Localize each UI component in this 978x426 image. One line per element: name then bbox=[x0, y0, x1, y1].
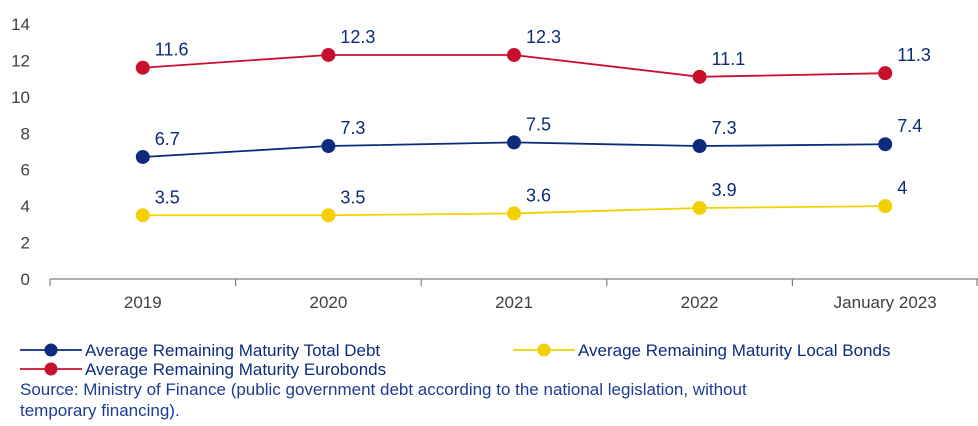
y-tick-label: 10 bbox=[11, 88, 30, 107]
data-point bbox=[135, 60, 150, 75]
data-label: 3.5 bbox=[155, 187, 180, 207]
x-tick-label: 2022 bbox=[681, 293, 719, 312]
data-point bbox=[321, 47, 336, 62]
y-tick-label: 2 bbox=[21, 234, 30, 253]
data-point bbox=[135, 149, 150, 164]
data-point bbox=[692, 69, 707, 84]
data-point bbox=[878, 199, 893, 214]
series-layer: 6.7 7.3 7.5 7.3 7.4 3.5 3.5 3.6 3.9 4 11.6 12.3 12.3… bbox=[135, 27, 931, 223]
y-tick-label: 14 bbox=[11, 15, 30, 34]
y-tick-label: 0 bbox=[21, 270, 30, 289]
data-label: 12.3 bbox=[526, 27, 561, 47]
series-3: 11.6 12.3 12.3 11.1 11.3 bbox=[135, 27, 931, 84]
legend-item: Average Remaining Maturity Local Bonds bbox=[513, 341, 890, 360]
data-point bbox=[692, 200, 707, 215]
data-label: 3.5 bbox=[340, 187, 365, 207]
data-label: 4 bbox=[897, 178, 907, 198]
legend-label: Average Remaining Maturity Total Debt bbox=[85, 341, 380, 360]
y-tick-label: 6 bbox=[21, 161, 30, 180]
data-label: 3.9 bbox=[712, 180, 737, 200]
legend: Average Remaining Maturity Total Debt Ave… bbox=[20, 341, 890, 379]
legend-label: Average Remaining Maturity Local Bonds bbox=[578, 341, 890, 360]
legend-item: Average Remaining Maturity Total Debt bbox=[20, 341, 380, 360]
legend-item: Average Remaining Maturity Eurobonds bbox=[20, 360, 386, 379]
source-line: Source: Ministry of Finance (public gove… bbox=[20, 380, 747, 399]
data-label: 7.5 bbox=[526, 114, 551, 134]
data-point bbox=[692, 139, 707, 154]
y-axis-ticks: 0 2 4 6 8 10 12 14 bbox=[11, 15, 30, 289]
x-axis-ticks: 2019 2020 2021 2022 January 2023 bbox=[49, 279, 978, 312]
x-tick-label: 2019 bbox=[124, 293, 162, 312]
y-tick-label: 12 bbox=[11, 51, 30, 70]
data-label: 3.6 bbox=[526, 185, 551, 205]
legend-marker bbox=[537, 343, 551, 357]
data-label: 12.3 bbox=[340, 27, 375, 47]
data-label: 11.3 bbox=[897, 45, 931, 65]
data-point bbox=[507, 47, 521, 62]
data-point bbox=[321, 139, 336, 154]
y-tick-label: 4 bbox=[21, 197, 30, 216]
legend-label: Average Remaining Maturity Eurobonds bbox=[85, 360, 386, 379]
y-tick-label: 8 bbox=[21, 124, 30, 143]
data-point bbox=[507, 206, 521, 221]
data-point bbox=[878, 137, 893, 152]
data-label: 7.4 bbox=[897, 116, 922, 136]
data-point bbox=[321, 208, 336, 223]
source-note: Source: Ministry of Finance (public gove… bbox=[20, 380, 747, 420]
x-tick-label: 2020 bbox=[309, 293, 347, 312]
data-label: 7.3 bbox=[712, 118, 737, 138]
x-tick-label: 2021 bbox=[495, 293, 533, 312]
legend-marker bbox=[44, 343, 58, 357]
x-tick-label: January 2023 bbox=[834, 293, 937, 312]
data-label: 11.1 bbox=[712, 49, 746, 69]
data-label: 7.3 bbox=[340, 118, 365, 138]
data-point bbox=[878, 66, 893, 81]
data-label: 6.7 bbox=[155, 129, 180, 149]
source-line: temporary financing). bbox=[20, 401, 180, 420]
series-2: 3.5 3.5 3.6 3.9 4 bbox=[135, 178, 907, 223]
data-point bbox=[507, 135, 521, 150]
data-label: 11.6 bbox=[155, 40, 189, 60]
series-1: 6.7 7.3 7.5 7.3 7.4 bbox=[135, 114, 922, 164]
legend-marker bbox=[44, 362, 58, 376]
data-point bbox=[135, 208, 150, 223]
